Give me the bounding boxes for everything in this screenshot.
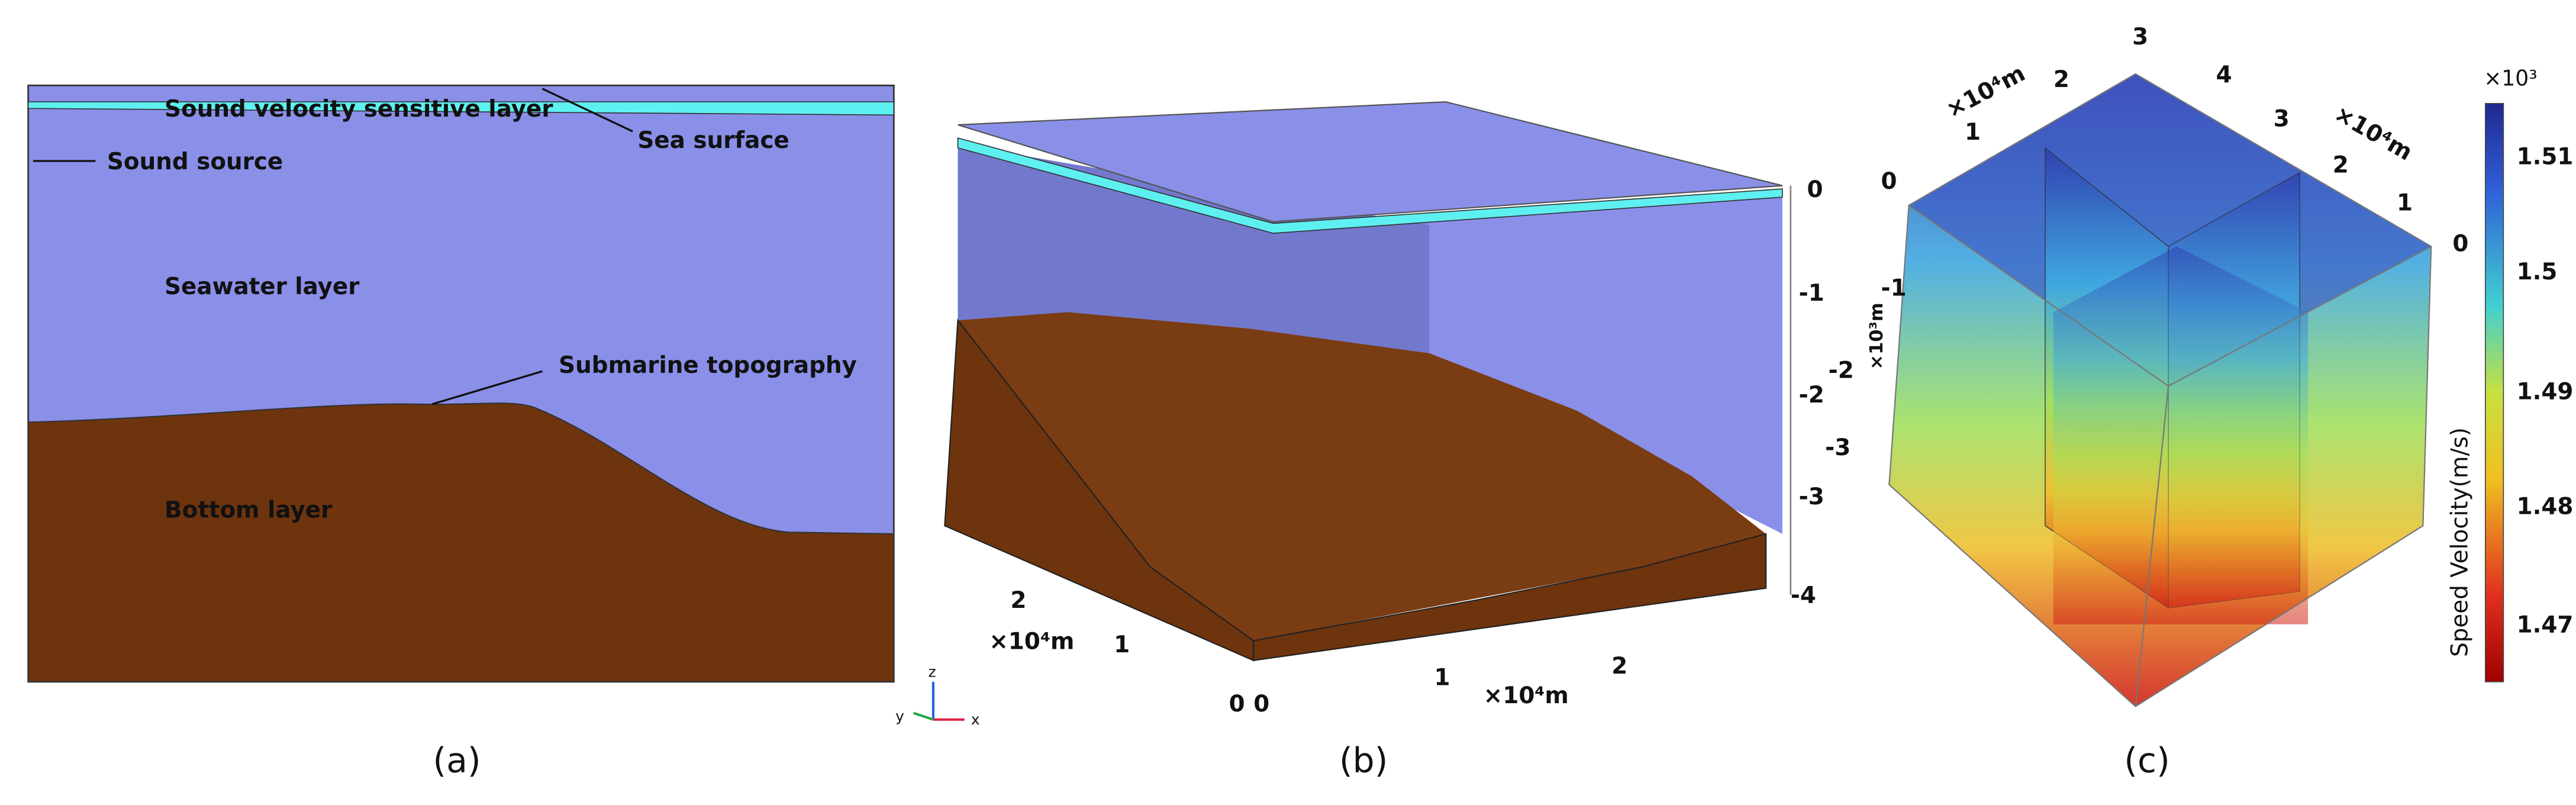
water-back-wall xyxy=(957,144,1430,353)
tick-label: 0 xyxy=(1881,168,1897,195)
axis-y xyxy=(913,711,934,721)
sea-top xyxy=(957,101,1783,223)
panel-b: 0 -1 -2 -3 -4 2 1 0 ×10⁴m 0 1 2 ×10⁴m (b… xyxy=(944,101,1824,780)
tick-label: -1 xyxy=(1799,280,1824,307)
tick-label: -1 xyxy=(1881,275,1906,302)
label: Seawater layer xyxy=(165,273,360,300)
tick-label: 2 xyxy=(1611,653,1627,680)
tick-label: -2 xyxy=(1799,382,1824,408)
colorbar-multiplier: ×10³ xyxy=(2484,66,2538,91)
axis-unit: ×10⁴m xyxy=(1484,682,1569,709)
tick-label: 3 xyxy=(2274,106,2290,133)
label: Submarine topography xyxy=(559,352,857,379)
tick-label: 2 xyxy=(2053,66,2069,93)
tick-label: 0 xyxy=(1253,691,1269,717)
tick-label: -2 xyxy=(1829,357,1854,384)
bottom-region xyxy=(27,402,895,682)
colorbar-tick: 1.51 xyxy=(2517,144,2574,170)
colorbar-tick: 1.48 xyxy=(2517,494,2574,520)
tick-label: 2 xyxy=(1010,587,1026,614)
terrain-front xyxy=(1253,533,1767,662)
tick-label: 1 xyxy=(1965,119,1981,146)
sensitive-layer xyxy=(27,101,895,116)
label: Sound velocity sensitive layer xyxy=(165,96,553,123)
colorbar-title: Speed Velocity(m/s) xyxy=(2446,427,2473,657)
colorbar-tick: 1.49 xyxy=(2517,378,2574,405)
caption: (b) xyxy=(1339,740,1388,780)
slice xyxy=(2053,246,2309,624)
axis-unit: ×10⁴m xyxy=(1942,60,2029,123)
axis-unit: ×10³m xyxy=(1866,302,1887,369)
colorbar xyxy=(2485,103,2504,682)
tick-label: 0 xyxy=(1807,176,1823,203)
terrain-top xyxy=(957,312,1766,641)
tick-label: -3 xyxy=(1825,434,1850,461)
label: Sea surface xyxy=(637,127,789,154)
tick-label: 1 xyxy=(2397,189,2413,216)
tick-label: -4 xyxy=(1791,582,1816,609)
caption: (a) xyxy=(433,740,481,780)
caption: (c) xyxy=(2124,740,2170,780)
axis-label: x xyxy=(971,711,980,728)
tick-label: 0 xyxy=(2452,231,2468,257)
sensitive-layer xyxy=(957,137,1783,234)
axis-label: z xyxy=(928,664,936,681)
label: Bottom layer xyxy=(165,497,333,523)
tick-label: 1 xyxy=(1434,664,1450,691)
axis-unit: ×10⁴m xyxy=(989,628,1074,655)
panel-a: Sound velocity sensitive layer Sea surfa… xyxy=(27,84,980,780)
cube-edges xyxy=(1888,73,2432,707)
colorbar-tick: 1.5 xyxy=(2517,259,2558,285)
terrain-side xyxy=(944,318,1255,662)
label: Sound source xyxy=(107,149,283,175)
axis-label: y xyxy=(895,707,904,724)
tick-label: -3 xyxy=(1799,484,1824,510)
colorbar-tick: 1.47 xyxy=(2517,612,2574,639)
tick-label: 2 xyxy=(2333,152,2349,178)
tick-label: 1 xyxy=(1114,632,1130,658)
tick-label: 4 xyxy=(2216,62,2232,88)
arrow xyxy=(431,370,543,405)
panel-c: 0 1 2 3 ×10⁴m 4 3 2 1 0 ×10⁴m -1 -2 -3 ×… xyxy=(1825,24,2573,781)
tick-label: 3 xyxy=(2132,24,2148,50)
arrow xyxy=(541,88,633,133)
tick-label: 0 xyxy=(1229,691,1245,717)
cube-top xyxy=(1908,73,2432,387)
